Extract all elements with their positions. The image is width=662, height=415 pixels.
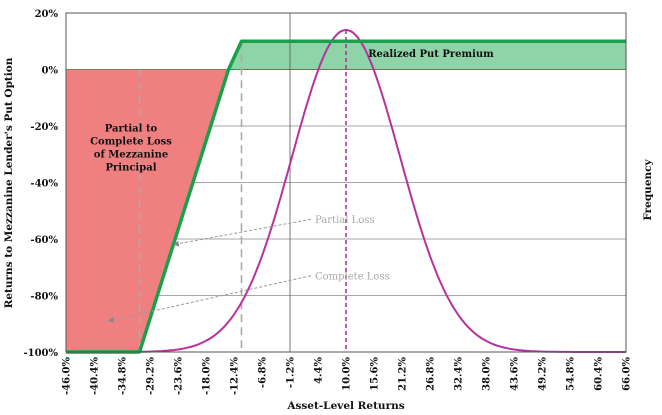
y-tick-label: -20% [30, 122, 58, 133]
y-tick-label: 20% [35, 9, 59, 20]
x-tick-label: -29.2% [146, 357, 157, 396]
frequency-curve [66, 28, 626, 353]
x-tick-label: -18.0% [202, 357, 213, 396]
y-tick-label: -100% [23, 348, 58, 359]
x-axis-title: Asset-Level Returns [286, 400, 404, 412]
y-tick-label: -80% [30, 292, 58, 303]
x-tick-label: 21.2% [398, 357, 409, 391]
x-tick-label: -12.4% [230, 357, 241, 396]
x-tick-label: -1.2% [286, 357, 297, 389]
tick-labels: 20% 0% -20% -40% -60% -80% -100% -46.0% -40.4% -3… [23, 9, 632, 395]
x-tick-label: 15.6% [370, 357, 381, 391]
loss-region-label: of Mezzanine [94, 150, 168, 161]
loss-region-label: Complete Loss [90, 137, 172, 148]
x-tick-label: 43.6% [510, 357, 521, 391]
x-tick-label: 26.8% [426, 357, 437, 391]
loss-region [65, 69, 230, 353]
y-tick-label: -40% [30, 179, 58, 190]
x-tick-label: 38.0% [482, 357, 493, 391]
y2-axis-title: Frequency [642, 158, 654, 220]
premium-region-label: Realized Put Premium [368, 49, 494, 60]
y-tick-label: 0% [42, 66, 59, 77]
loss-region-label: Partial to [105, 124, 158, 135]
y-axis-title: Returns to Mezzanine Lender's Put Option [3, 57, 15, 308]
plot-frame [65, 12, 627, 353]
x-tick-label: -46.0% [62, 357, 73, 396]
loss-region-label: Principal [105, 163, 156, 174]
reference-lines [138, 13, 347, 352]
x-tick-label: 10.0% [342, 357, 353, 391]
annotations: Partial to Complete Loss of Mezzanine Princ… [90, 49, 494, 323]
annotation-arrow-2 [107, 275, 312, 323]
x-tick-label: 49.2% [538, 357, 549, 391]
x-tick-label: 60.4% [594, 357, 605, 391]
x-tick-label: 4.4% [314, 357, 325, 384]
annotation-label: Partial Loss [315, 215, 375, 226]
plot-border [65, 12, 627, 353]
x-tick-label: -23.6% [174, 357, 185, 396]
x-tick-label: -34.8% [118, 357, 129, 396]
annotation-label: Complete Loss [315, 272, 390, 283]
x-tick-label: 32.4% [454, 357, 465, 391]
annotation-arrow-1 [172, 218, 312, 247]
x-tick-label: 66.0% [622, 357, 633, 391]
x-tick-label: -40.4% [90, 357, 101, 396]
y-tick-label: -60% [30, 235, 58, 246]
x-tick-label: 54.8% [566, 357, 577, 391]
x-tick-label: -6.8% [258, 357, 269, 389]
